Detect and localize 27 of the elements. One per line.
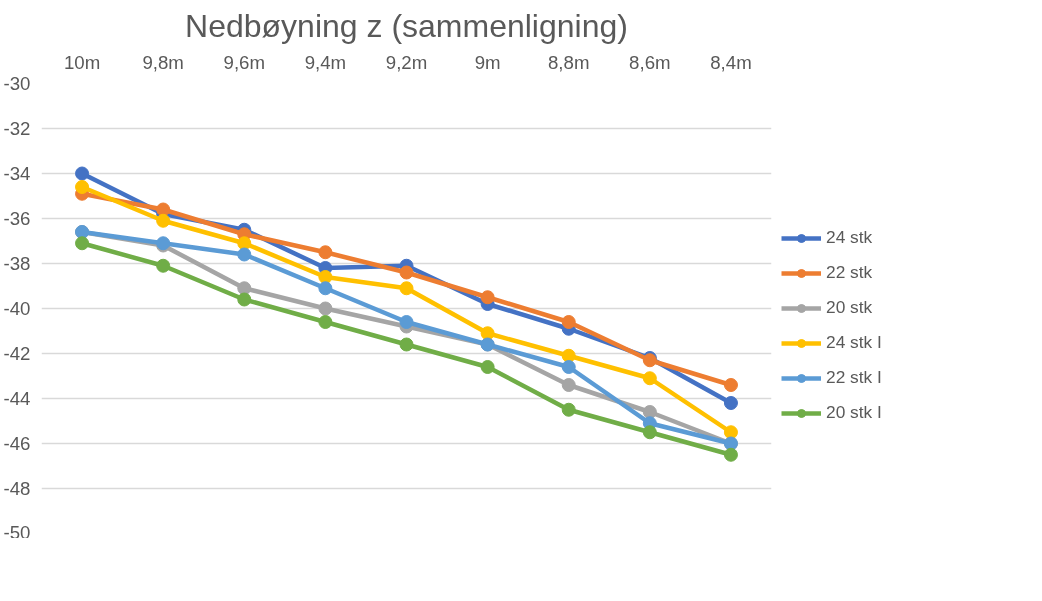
y-tick-label: -34 [3, 163, 31, 184]
x-tick-label: 8,6m [629, 51, 671, 73]
legend-label: 24 stk [826, 227, 873, 248]
x-tick-label: 8,8m [547, 51, 590, 73]
chart-title: Nedbøyning z (sammenligning) [185, 7, 628, 44]
y-tick-label: -42 [3, 343, 31, 364]
x-tick-label: 9,6m [223, 51, 266, 73]
x-tick-label: 10m [63, 51, 101, 73]
y-tick-label: -48 [3, 478, 31, 499]
y-tick-label: -50 [3, 521, 31, 543]
y-tick-label: -38 [3, 253, 31, 274]
y-tick-label: -46 [3, 433, 31, 454]
y-tick-label: -40 [3, 298, 31, 319]
x-tick-label: 9,8m [142, 51, 184, 73]
x-tick-label: 8,4m [710, 51, 752, 73]
x-tick-label: 9,4m [304, 51, 347, 73]
legend-label: 22 stk [826, 262, 873, 283]
legend-label: 20 stk [826, 297, 873, 318]
y-tick-label: -32 [3, 118, 31, 139]
x-tick-label: 9m [474, 51, 501, 73]
legend-label: 20 stk I [826, 402, 882, 423]
legend-label: 24 stk I [826, 332, 882, 353]
y-tick-label: -44 [3, 388, 31, 409]
x-tick-label: 9,2m [385, 51, 428, 73]
y-tick-label: -30 [3, 73, 31, 94]
y-tick-label: -36 [3, 208, 31, 229]
legend-label: 22 stk I [826, 367, 882, 388]
